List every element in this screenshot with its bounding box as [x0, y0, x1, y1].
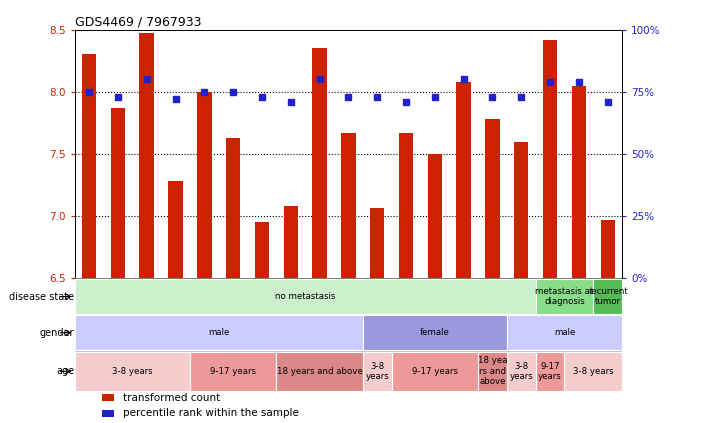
- Text: recurrent
tumor: recurrent tumor: [588, 287, 628, 306]
- Text: gender: gender: [40, 328, 74, 338]
- Bar: [284, 206, 298, 278]
- Bar: [363, 352, 392, 391]
- Bar: [485, 119, 500, 278]
- Text: 18 years and above: 18 years and above: [277, 367, 363, 376]
- Bar: [392, 352, 478, 391]
- Bar: [370, 208, 385, 278]
- Bar: [593, 279, 622, 314]
- Text: female: female: [420, 328, 450, 337]
- Text: age: age: [56, 366, 74, 376]
- Bar: [277, 352, 363, 391]
- Text: GDS4469 / 7967933: GDS4469 / 7967933: [75, 16, 201, 28]
- Bar: [111, 108, 125, 278]
- Text: 18 yea
rs and
above: 18 yea rs and above: [478, 356, 507, 386]
- Bar: [312, 48, 327, 278]
- Bar: [427, 154, 442, 278]
- Bar: [82, 55, 96, 278]
- Text: 9-17 years: 9-17 years: [210, 367, 256, 376]
- Bar: [478, 352, 507, 391]
- Text: 3-8
years: 3-8 years: [509, 362, 533, 381]
- Bar: [565, 352, 622, 391]
- Bar: [139, 33, 154, 278]
- Text: 9-17 years: 9-17 years: [412, 367, 458, 376]
- Text: 3-8 years: 3-8 years: [573, 367, 614, 376]
- Text: male: male: [208, 328, 230, 337]
- Text: 3-8
years: 3-8 years: [365, 362, 389, 381]
- Text: 3-8 years: 3-8 years: [112, 367, 153, 376]
- Bar: [399, 133, 413, 278]
- Bar: [514, 142, 528, 278]
- Bar: [255, 222, 269, 278]
- Bar: [75, 352, 190, 391]
- Text: 9-17
years: 9-17 years: [538, 362, 562, 381]
- Bar: [507, 316, 622, 350]
- Text: transformed count: transformed count: [123, 393, 220, 403]
- Bar: [75, 316, 363, 350]
- Bar: [226, 138, 240, 278]
- Bar: [363, 316, 507, 350]
- Bar: [507, 352, 535, 391]
- Bar: [102, 394, 114, 401]
- Bar: [190, 352, 277, 391]
- Bar: [197, 92, 212, 278]
- Bar: [572, 85, 586, 278]
- Bar: [543, 40, 557, 278]
- Text: disease state: disease state: [9, 291, 74, 302]
- Bar: [456, 82, 471, 278]
- Bar: [75, 279, 535, 314]
- Bar: [535, 352, 565, 391]
- Text: male: male: [554, 328, 575, 337]
- Bar: [102, 410, 114, 417]
- Bar: [535, 279, 593, 314]
- Text: no metastasis: no metastasis: [275, 292, 336, 301]
- Bar: [169, 181, 183, 278]
- Text: metastasis at
diagnosis: metastasis at diagnosis: [535, 287, 594, 306]
- Bar: [601, 220, 615, 278]
- Bar: [341, 133, 356, 278]
- Text: percentile rank within the sample: percentile rank within the sample: [123, 408, 299, 418]
